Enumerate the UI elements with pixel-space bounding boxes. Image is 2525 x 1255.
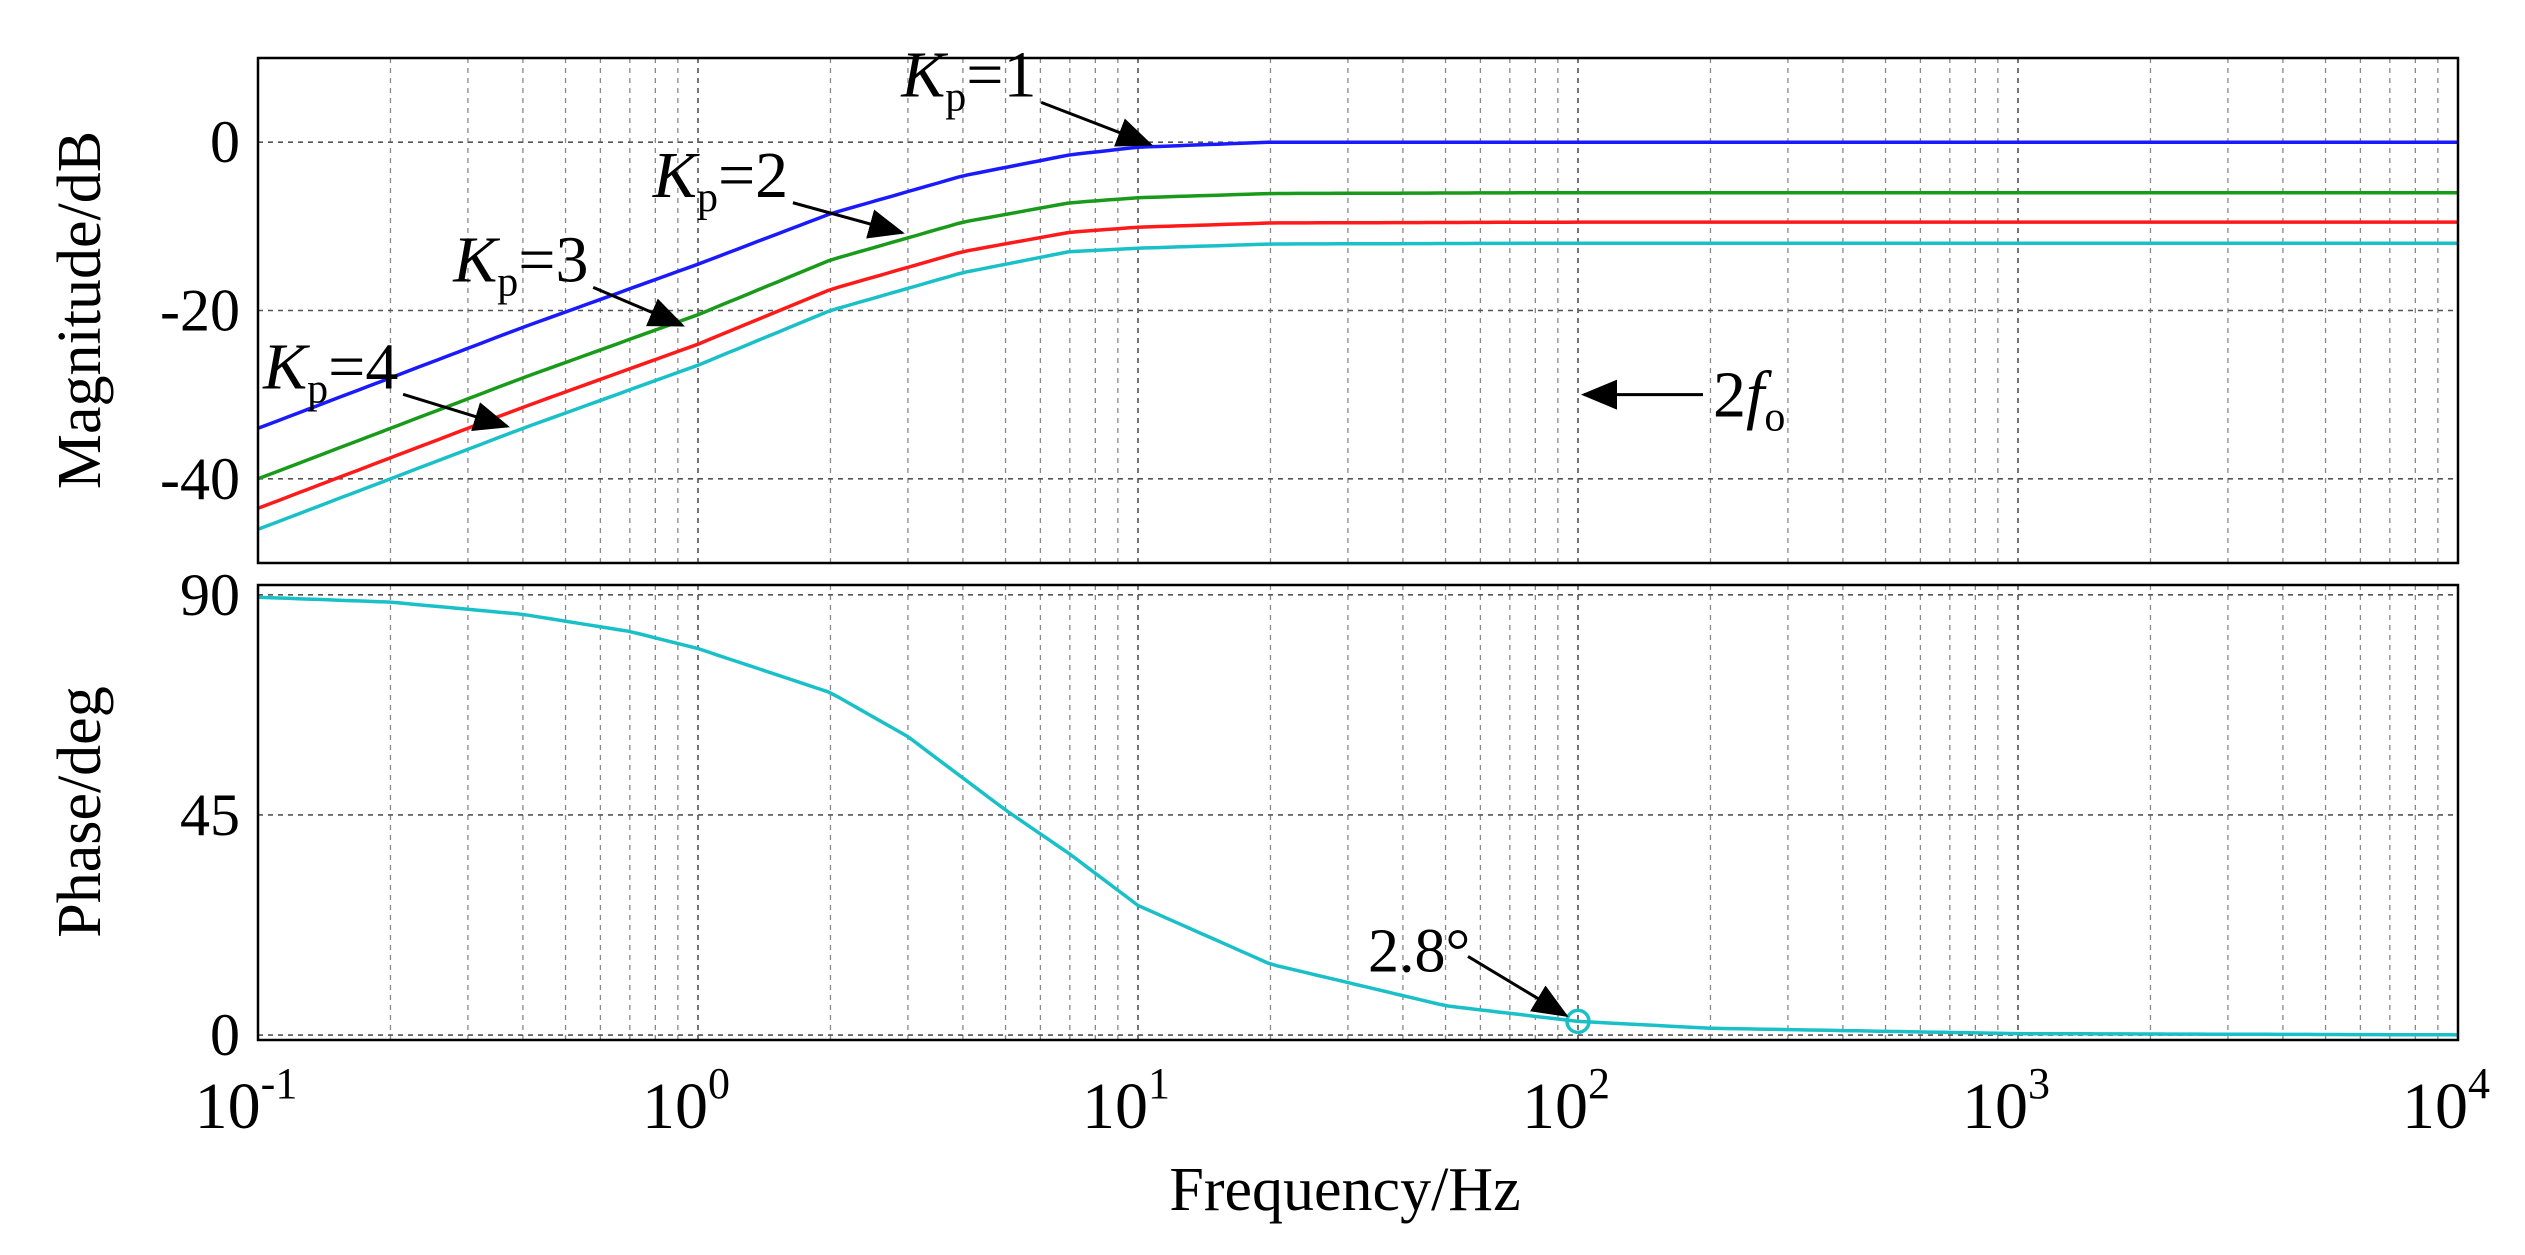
phase-series-group: [257, 595, 2459, 1037]
phase-marker-group: 2.8°: [1368, 917, 1591, 1035]
magnitude-y-ticks: 0 -20 -40: [160, 109, 240, 512]
magnitude-y-axis-label: Magnitude/dB: [46, 131, 114, 489]
magnitude-series-line-3: [257, 220, 2458, 510]
x-tick-label: 10-1: [195, 1059, 298, 1143]
phase-marker-circle: [1565, 1008, 1591, 1035]
x-ticks: 10-1 100 101 102 103 104: [195, 1059, 2490, 1143]
x-tick-label: 100: [642, 1059, 730, 1143]
x-tick-label: 102: [1522, 1059, 1610, 1143]
magnitude-plot-frame: [256, 56, 2460, 565]
phase-y-tick-label: 0: [210, 1002, 240, 1068]
annotation-arrow: [1040, 100, 1154, 147]
x-tick-label: 103: [1962, 1059, 2050, 1143]
phase-y-axis-label: Phase/deg: [46, 686, 114, 937]
phase-grid: [258, 585, 2458, 1040]
magnitude-y-tick-label: -20: [160, 278, 240, 344]
phase-y-tick-label: 90: [180, 562, 240, 628]
magnitude-grid: [258, 58, 2458, 563]
annotation-arrow: [402, 392, 510, 431]
magnitude-series-line-4: [257, 241, 2458, 531]
phase-marker-label: 2.8°: [1368, 917, 1470, 985]
annotation-arrow: [592, 285, 685, 327]
magnitude-y-tick-label: 0: [210, 109, 240, 175]
magnitude-y-tick-label: -40: [160, 446, 240, 512]
phase-series-line: [257, 595, 2459, 1037]
magnitude-series-line-1: [257, 140, 2458, 430]
magnitude-annotation-label: 2fo: [1713, 359, 1785, 441]
magnitude-annotation-label: Kp=4: [262, 330, 398, 412]
annotation-arrow: [792, 201, 905, 239]
magnitude-annotation-label: Kp=1: [900, 38, 1036, 120]
phase-y-ticks: 90 45 0: [180, 562, 240, 1068]
x-tick-label: 104: [2402, 1059, 2490, 1143]
x-axis-label: Frequency/Hz: [1169, 1156, 1520, 1224]
phase-plot-frame: [256, 583, 2460, 1042]
x-tick-label: 101: [1082, 1059, 1170, 1143]
magnitude-series-group: [257, 140, 2458, 531]
magnitude-series-line-2: [257, 190, 2458, 481]
magnitude-annotations: Kp=1 Kp=2 Kp=3 Kp=4 2fo: [262, 38, 1785, 440]
phase-y-tick-label: 45: [180, 782, 240, 848]
magnitude-annotation-label: Kp=2: [652, 139, 788, 221]
phase-marker-arrow: [1467, 955, 1569, 1017]
magnitude-annotation-label: Kp=3: [452, 223, 588, 305]
